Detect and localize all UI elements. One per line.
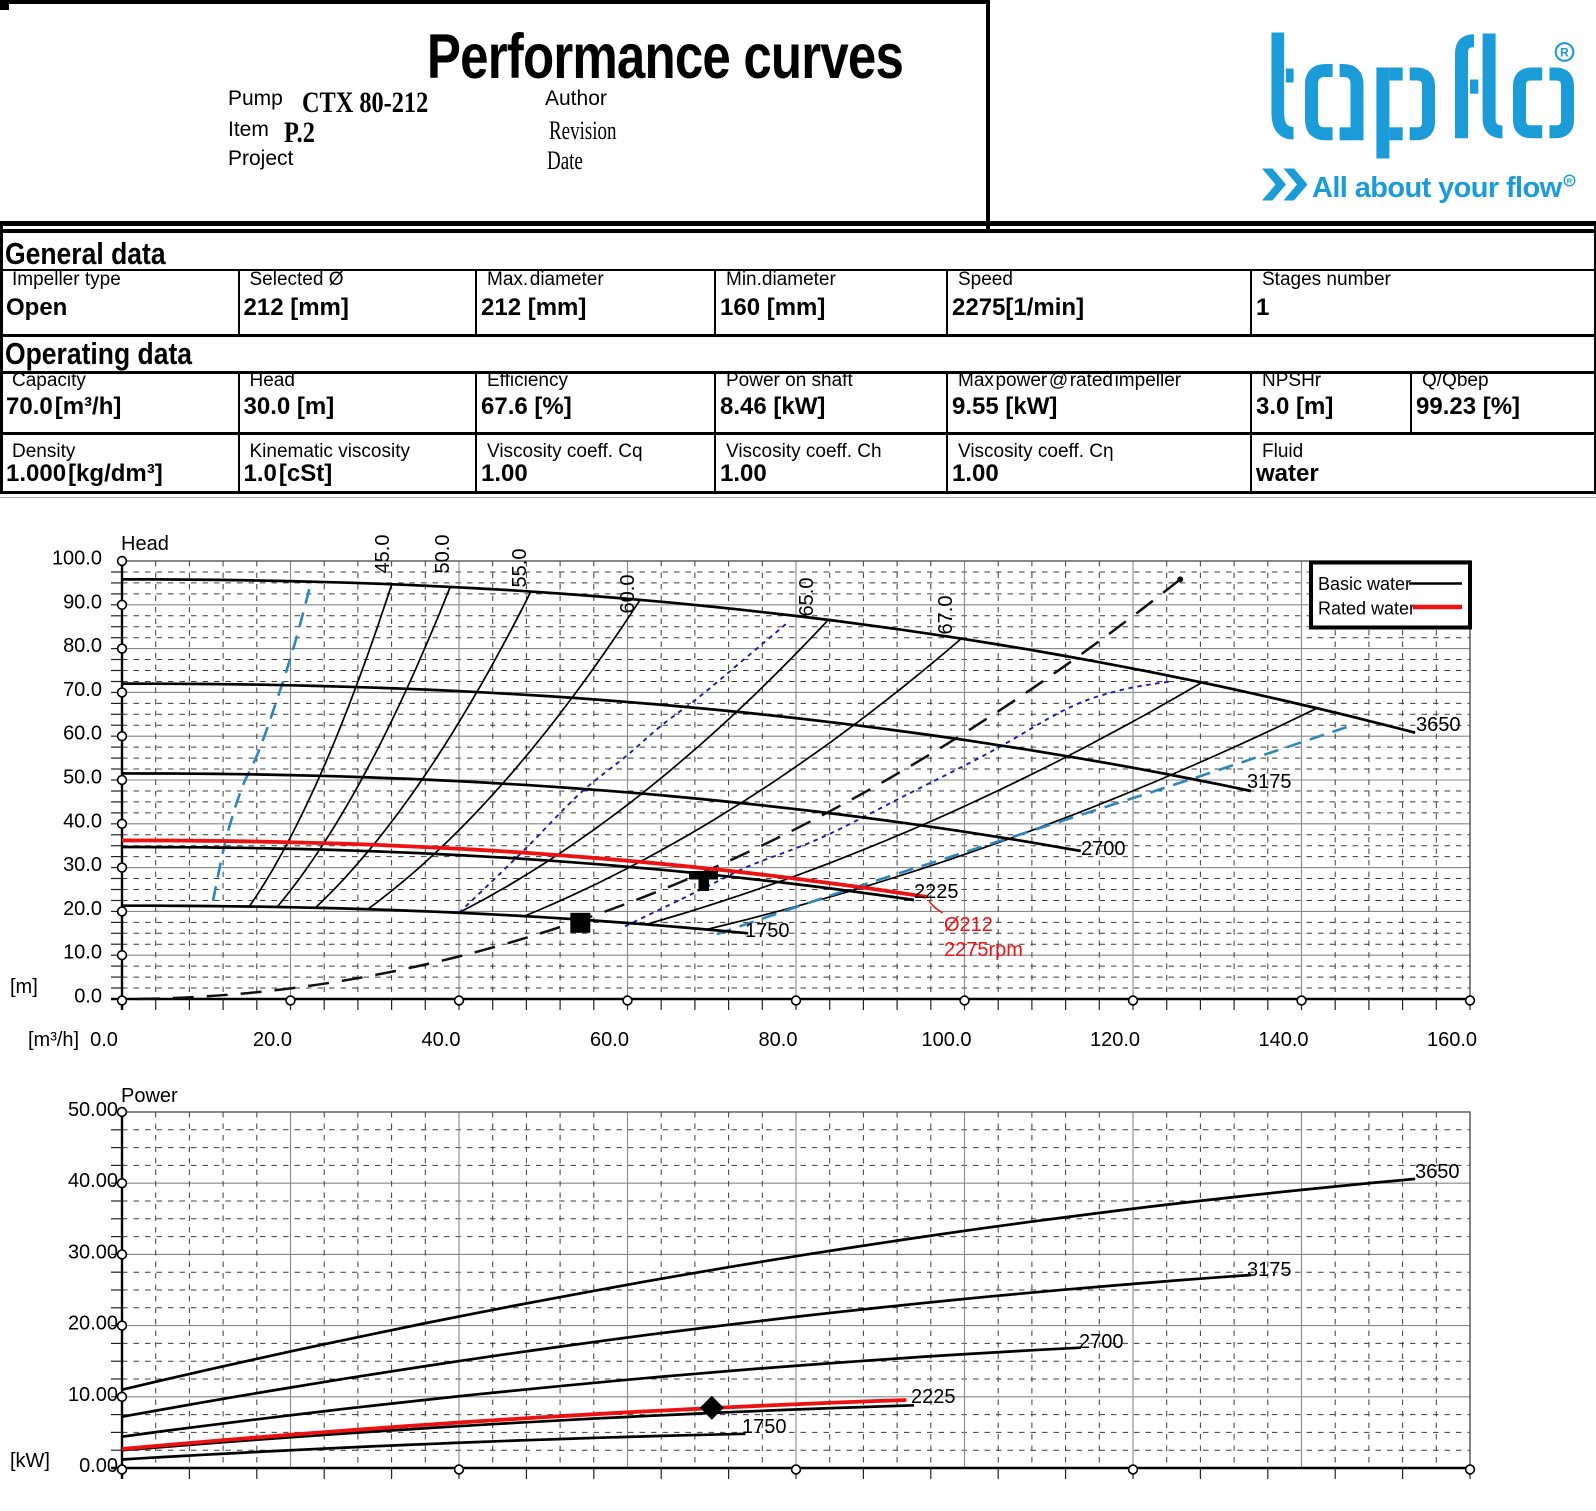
svg-text:2275rpm: 2275rpm xyxy=(944,939,1023,961)
svg-text:3650: 3650 xyxy=(1415,1161,1460,1183)
svg-text:0.0: 0.0 xyxy=(74,986,102,1008)
svg-text:65.0: 65.0 xyxy=(796,578,818,617)
svg-text:0.00: 0.00 xyxy=(79,1455,118,1477)
svg-text:20.0: 20.0 xyxy=(63,898,102,920)
svg-text:50.0: 50.0 xyxy=(63,767,102,789)
svg-text:30.0: 30.0 xyxy=(63,854,102,876)
svg-text:2225: 2225 xyxy=(914,881,959,903)
svg-text:[kW]: [kW] xyxy=(10,1450,50,1472)
svg-text:50.0: 50.0 xyxy=(432,535,454,574)
svg-text:120.0: 120.0 xyxy=(1090,1029,1140,1051)
svg-text:3650: 3650 xyxy=(1416,714,1461,736)
svg-text:60.0: 60.0 xyxy=(617,575,639,614)
svg-text:60.0: 60.0 xyxy=(63,723,102,745)
svg-text:60.0: 60.0 xyxy=(590,1029,629,1051)
svg-text:40.0: 40.0 xyxy=(63,810,102,832)
svg-text:Power: Power xyxy=(121,1085,178,1107)
svg-text:3175: 3175 xyxy=(1247,771,1292,793)
svg-text:40.0: 40.0 xyxy=(422,1029,461,1051)
svg-text:160.0: 160.0 xyxy=(1427,1029,1477,1051)
svg-text:Basic water: Basic water xyxy=(1318,574,1411,594)
svg-text:2700: 2700 xyxy=(1079,1331,1124,1353)
svg-text:70.0: 70.0 xyxy=(63,679,102,701)
svg-text:[m]: [m] xyxy=(10,976,38,998)
svg-text:100.0: 100.0 xyxy=(921,1029,971,1051)
svg-text:1750: 1750 xyxy=(745,920,790,942)
svg-text:Rated water: Rated water xyxy=(1318,599,1415,619)
svg-text:3175: 3175 xyxy=(1247,1259,1292,1281)
svg-text:100.0: 100.0 xyxy=(52,548,102,570)
svg-text:55.0: 55.0 xyxy=(509,549,531,588)
svg-text:80.0: 80.0 xyxy=(759,1029,798,1051)
svg-text:50.00: 50.00 xyxy=(68,1099,118,1121)
svg-text:R: R xyxy=(1560,46,1569,60)
svg-text:20.00: 20.00 xyxy=(68,1313,118,1335)
svg-text:1750: 1750 xyxy=(742,1416,787,1438)
svg-text:0.0: 0.0 xyxy=(90,1029,118,1051)
svg-text:2225: 2225 xyxy=(911,1386,956,1408)
svg-text:R: R xyxy=(1567,177,1573,186)
svg-text:20.0: 20.0 xyxy=(253,1029,292,1051)
svg-text:90.0: 90.0 xyxy=(63,591,102,613)
svg-text:Head: Head xyxy=(121,533,169,555)
svg-text:40.00: 40.00 xyxy=(68,1170,118,1192)
svg-text:Ø212: Ø212 xyxy=(944,914,993,936)
svg-text:67.0: 67.0 xyxy=(935,596,957,635)
svg-text:30.00: 30.00 xyxy=(68,1241,118,1263)
svg-text:10.0: 10.0 xyxy=(63,942,102,964)
svg-text:45.0: 45.0 xyxy=(372,535,394,574)
svg-text:2700: 2700 xyxy=(1081,838,1126,860)
svg-text:10.00: 10.00 xyxy=(68,1384,118,1406)
svg-text:[m³/h]: [m³/h] xyxy=(28,1029,79,1051)
svg-text:140.0: 140.0 xyxy=(1258,1029,1308,1051)
svg-text:80.0: 80.0 xyxy=(63,635,102,657)
